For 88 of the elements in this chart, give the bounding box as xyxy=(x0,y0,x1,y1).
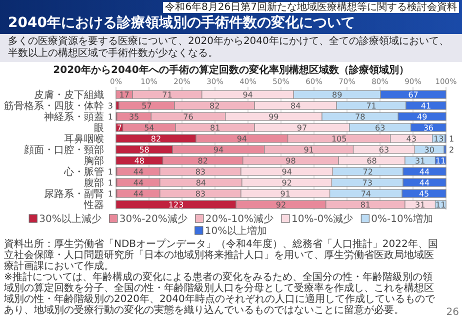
y-tick-label: 筋骨格系・四肢・体幹 xyxy=(4,100,104,112)
data-label: 45 xyxy=(418,190,430,198)
data-label: 31 xyxy=(415,156,426,166)
annotation: 令和6年8月26日第7回新たな地域医療構想等に関する検討会資料 xyxy=(163,2,459,13)
data-label: 3 xyxy=(108,102,113,110)
data-label: 2 xyxy=(449,146,454,154)
data-label: 94 xyxy=(242,90,253,100)
annotation: 多くの医療資源を要する医療について、2020年から2040年にかけて、全ての診療領域において、半数以上の構想区域で手術件数が少なくなる。 xyxy=(8,36,450,60)
y-tick-label: 眼 xyxy=(94,123,104,134)
data-label: 57 xyxy=(142,102,152,110)
data-label: 71 xyxy=(162,90,172,100)
data-label: 49 xyxy=(416,112,428,122)
data-label: 58 xyxy=(139,146,150,154)
data-label: 82 xyxy=(150,134,162,144)
data-label: 74 xyxy=(360,190,372,198)
data-label: 44 xyxy=(419,168,430,176)
legend-label: 30%-20%減少 xyxy=(119,213,188,225)
data-label: 44 xyxy=(419,178,430,188)
data-label: 94 xyxy=(282,168,292,176)
chart-subtitle: 2020年から2040年への手術の算定回数の変化率別構想区域数（診療領域別） xyxy=(53,64,409,76)
data-label: 91 xyxy=(280,190,290,198)
data-label: 44 xyxy=(133,168,144,176)
data-label: 43 xyxy=(406,134,416,144)
data-label: 11 xyxy=(436,200,446,210)
data-label: 83 xyxy=(195,190,206,198)
data-label: 89 xyxy=(332,90,342,100)
y-tick-label: 胸部 xyxy=(84,155,104,167)
y-tick-label: 性器 xyxy=(83,199,104,211)
data-label: 54 xyxy=(144,124,154,132)
legend-label: 10%-0%減少 xyxy=(291,213,354,225)
data-label: 98 xyxy=(286,156,296,166)
data-label: 84 xyxy=(196,178,206,188)
data-label: 36 xyxy=(423,124,434,132)
data-label: 31 xyxy=(415,200,426,210)
data-label: 44 xyxy=(133,178,144,188)
annotation: 26 xyxy=(446,307,459,318)
legend-label: 0%-10%増加 xyxy=(371,213,433,225)
data-label: 84 xyxy=(290,102,301,110)
y-tick-label: 皮膚・皮下組織 xyxy=(34,89,104,101)
data-label: 68 xyxy=(366,156,377,166)
data-label: 13 xyxy=(434,134,444,144)
data-label: 1 xyxy=(108,190,113,198)
annotation: ※推計については、年齢構成の変化による患者の変化をみるため、全国分の性・年齢階級別の領域別の算定回数を分子、全国の性・年齢階級別人口を分母として受療率を作成し、これを構想区域別の性・年齢階級別の2020年、2040年時点のそれぞれの人口に適用して作成しているものであり、地域別の受療行動の変化の実態を織り込んでいるものではないことに留意が必要。 xyxy=(4,272,436,316)
data-label: 1 xyxy=(449,134,454,144)
y-tick-label: 神経系・頭蓋 xyxy=(44,111,104,123)
data-label: 81 xyxy=(210,124,220,132)
data-label: 7 xyxy=(116,124,122,132)
data-label: 67 xyxy=(408,90,418,100)
data-label: 72 xyxy=(362,168,373,176)
data-label: 92 xyxy=(276,200,286,210)
data-label: 30 xyxy=(424,146,434,154)
data-label: 82 xyxy=(210,102,220,110)
data-label: 105 xyxy=(331,134,347,144)
data-label: 123 xyxy=(168,200,184,210)
y-tick-label: 腹部 xyxy=(84,177,104,189)
y-tick-label: 耳鼻咽喉 xyxy=(64,133,104,145)
data-label: 82 xyxy=(198,156,208,166)
legend-label: 10%以上増加 xyxy=(204,225,268,237)
data-label: 41 xyxy=(420,102,432,110)
data-label: 73 xyxy=(362,178,372,188)
data-label: 91 xyxy=(304,146,314,154)
data-label: 17 xyxy=(119,90,130,100)
data-label: 83 xyxy=(195,168,206,176)
legend-label: 20%-10%減少 xyxy=(205,213,274,225)
legend-label: 30%以上減少 xyxy=(39,213,102,225)
data-label: 71 xyxy=(366,102,376,110)
data-label: 63 xyxy=(378,146,390,154)
annotation: 資料出所：厚生労働省「NDBオープンデータ」（令和4年度）、総務省「人口推計」2022年、国立社会保障・人口問題研究所「日本の地域別将来推計人口」を用いて、厚生労働省医政局地域医療計画課において作成。 xyxy=(4,239,438,272)
data-label: 76 xyxy=(183,112,194,122)
data-label: 97 xyxy=(296,124,308,132)
y-tick-label: 顔面・口腔・頸部 xyxy=(24,144,104,156)
y-tick-label: 心・脈管 xyxy=(63,166,104,178)
y-tick-label: 尿路系・副腎 xyxy=(44,188,104,200)
data-label: 92 xyxy=(282,178,292,188)
data-label: 48 xyxy=(134,156,145,166)
title: 2040年における診療領域別の手術件数の変化について xyxy=(8,15,355,32)
data-label: 78 xyxy=(354,112,366,122)
data-label: 11 xyxy=(436,156,446,166)
data-label: 94 xyxy=(236,134,248,144)
data-label: 1 xyxy=(108,178,113,188)
data-label: 63 xyxy=(375,124,386,132)
data-label: 94 xyxy=(213,146,224,154)
data-label: 35 xyxy=(128,112,140,122)
data-label: 44 xyxy=(133,190,144,198)
data-label: 81 xyxy=(360,200,371,210)
data-label: 99 xyxy=(268,112,279,122)
data-label: 1 xyxy=(108,168,113,176)
data-label: 1 xyxy=(108,112,113,122)
